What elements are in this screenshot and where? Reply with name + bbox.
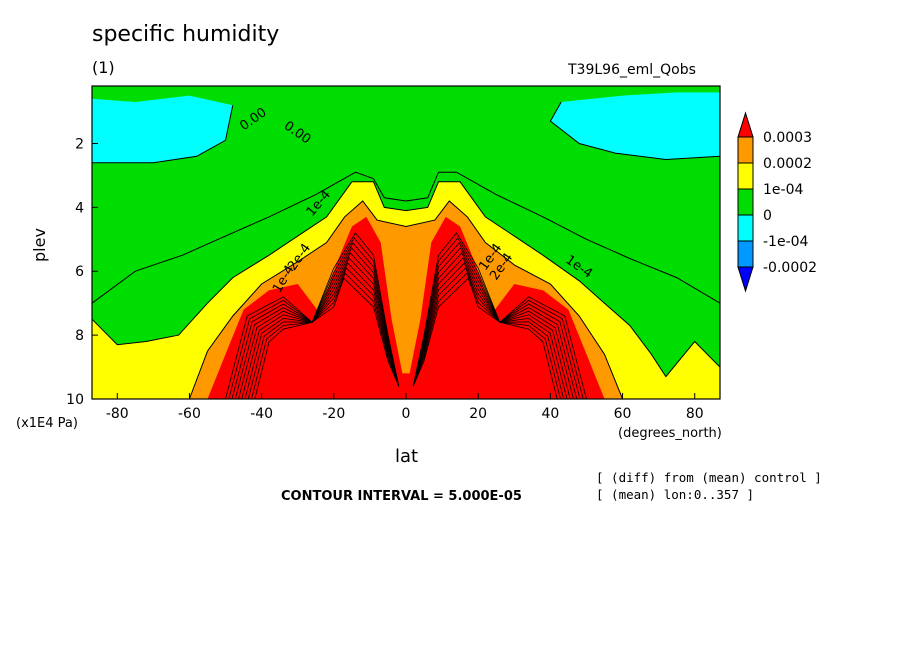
- colorbar-bottom-arrow: [737, 266, 754, 293]
- note-diff: [ (diff) from (mean) control ]: [596, 470, 822, 485]
- x-axis-units: (degrees_north): [618, 426, 722, 441]
- contour-line-0: [92, 105, 234, 164]
- y-axis-label: plev: [30, 228, 49, 262]
- axes: -80 -60 -40 -20 0 20 40 60 80 2 4 6 8 10: [66, 85, 721, 422]
- x-tick-label: -80: [106, 406, 129, 422]
- colorbar-swatch: [737, 162, 754, 190]
- core-contour: [234, 247, 400, 400]
- y-tick-label: 8: [75, 328, 84, 344]
- x-tick-label: -40: [250, 406, 273, 422]
- region-level-3e-4: [207, 216, 605, 399]
- core-contour: [412, 247, 578, 400]
- x-axis-label: lat: [395, 446, 419, 467]
- colorbar-swatch: [737, 240, 754, 268]
- contour-line-1: [549, 101, 721, 161]
- core-contour: [241, 257, 400, 400]
- colorbar-top-arrow: [737, 111, 754, 138]
- colorbar-label: 0: [763, 208, 772, 224]
- colorbar-label: 0.0003: [763, 130, 812, 146]
- colorbar-label: 0.0002: [763, 156, 812, 172]
- core-contour: [412, 257, 571, 400]
- colorbar-label: 1e-04: [763, 182, 803, 198]
- chart-title: specific humidity: [92, 22, 280, 47]
- contour-interval: CONTOUR INTERVAL = 5.000E-05: [281, 489, 522, 504]
- core-contour: [251, 272, 400, 400]
- x-tick-label: -20: [322, 406, 345, 422]
- colorbar-swatch: [737, 136, 754, 164]
- core-contour: [412, 272, 561, 400]
- y-tick-label: 6: [75, 264, 84, 280]
- colorbar-label: -1e-04: [763, 234, 809, 250]
- note-mean: [ (mean) lon:0..357 ]: [596, 487, 755, 502]
- core-contour: [225, 232, 400, 400]
- core-contour: [228, 237, 400, 400]
- core-contour: [412, 237, 584, 400]
- contour-line-2: [91, 171, 721, 304]
- core-contour: [238, 252, 400, 400]
- colorbar-swatch: [737, 214, 754, 242]
- colorbar-label: -0.0002: [763, 260, 817, 276]
- core-contour: [412, 277, 558, 400]
- core-contour: [412, 232, 587, 400]
- core-contour: [254, 277, 400, 400]
- run-label: T39L96_eml_Qobs: [568, 62, 696, 78]
- core-contour: [412, 262, 568, 400]
- y-tick-label: 4: [75, 200, 84, 216]
- negative-region-north: [550, 86, 720, 160]
- core-contour: [247, 267, 400, 400]
- contour-line-4: [188, 200, 624, 400]
- x-tick-label: 40: [541, 406, 559, 422]
- contour-line-3: [91, 181, 721, 378]
- core-contour: [412, 242, 581, 400]
- core-contour: [412, 267, 565, 400]
- x-tick-label: 80: [686, 406, 704, 422]
- y-tick-label: 2: [75, 136, 84, 152]
- core-contour: [231, 242, 400, 400]
- negative-region-south: [92, 86, 233, 163]
- y-axis-units: (x1E4 Pa): [16, 416, 78, 431]
- x-tick-label: 60: [614, 406, 632, 422]
- chart-subtitle: (1): [92, 58, 115, 77]
- x-tick-label: -60: [178, 406, 201, 422]
- x-tick-label: 0: [402, 406, 411, 422]
- colorbar: 0.0003 0.0002 1e-04 0 -1e-04 -0.0002: [737, 111, 817, 293]
- y-tick-label: 10: [66, 392, 84, 408]
- colorbar-swatch: [737, 188, 754, 216]
- core-contour: [412, 252, 574, 400]
- core-contour: [244, 262, 400, 400]
- x-tick-label: 20: [469, 406, 487, 422]
